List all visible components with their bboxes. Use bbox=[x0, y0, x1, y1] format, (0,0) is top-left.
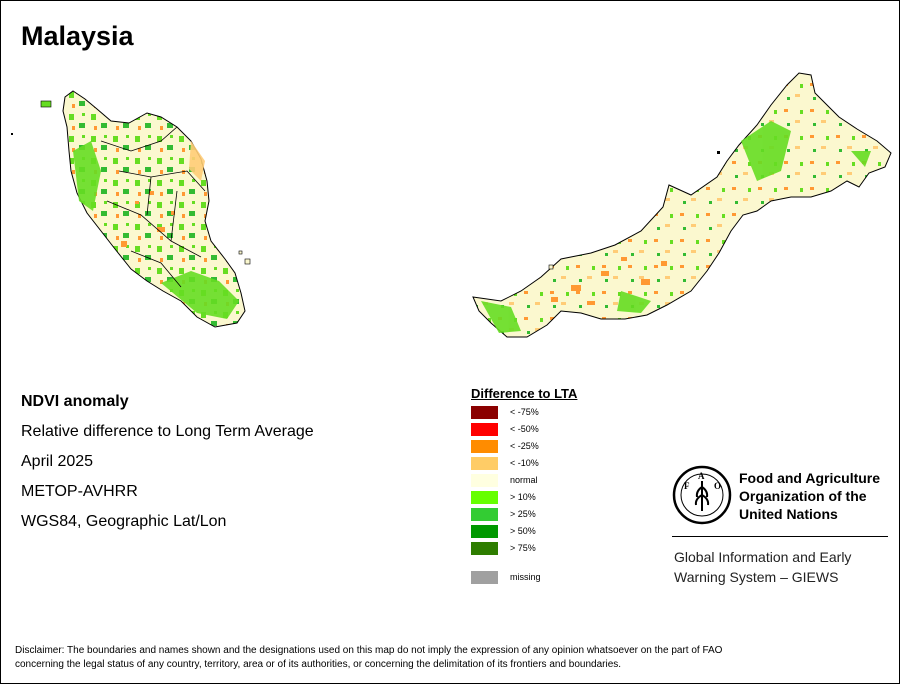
fao-name-line: Organization of the bbox=[739, 488, 867, 504]
legend-swatch bbox=[471, 571, 498, 584]
giews-line: Global Information and Early bbox=[674, 549, 852, 565]
legend-label: > 25% bbox=[510, 509, 536, 519]
legend-item: < -10% bbox=[471, 456, 577, 473]
legend-label: > 10% bbox=[510, 492, 536, 502]
legend-item-missing: missing bbox=[471, 570, 577, 587]
info-sensor: METOP-AVHRR bbox=[21, 483, 138, 500]
legend-label: normal bbox=[510, 475, 538, 485]
info-period: April 2025 bbox=[21, 453, 94, 470]
legend-item: < -25% bbox=[471, 439, 577, 456]
peninsular-malaysia bbox=[11, 90, 251, 328]
legend: Difference to LTA < -75% < -50% < -25% < -1… bbox=[471, 386, 577, 587]
disclaimer: Disclaimer: The boundaries and names sho… bbox=[15, 644, 885, 672]
legend-rows: < -75% < -50% < -25% < -10% normal > 10% > 25%… bbox=[471, 405, 577, 558]
legend-swatch bbox=[471, 406, 498, 419]
fao-logo-icon: F A O bbox=[672, 465, 732, 525]
disclaimer-line: Disclaimer: The boundaries and names sho… bbox=[15, 645, 723, 656]
legend-item: > 10% bbox=[471, 490, 577, 507]
fao-name: Food and Agriculture Organization of the… bbox=[739, 469, 899, 523]
legend-item: < -50% bbox=[471, 422, 577, 439]
legend-label: < -10% bbox=[510, 458, 539, 468]
map-title: Malaysia bbox=[21, 21, 134, 51]
legend-label: < -50% bbox=[510, 424, 539, 434]
legend-swatch bbox=[471, 525, 498, 538]
legend-label: < -25% bbox=[510, 441, 539, 451]
legend-swatch bbox=[471, 423, 498, 436]
legend-item: > 25% bbox=[471, 507, 577, 524]
legend-item: > 75% bbox=[471, 541, 577, 558]
info-product: NDVI anomaly bbox=[21, 393, 129, 410]
legend-item: > 50% bbox=[471, 524, 577, 541]
legend-label: > 50% bbox=[510, 526, 536, 536]
legend-swatch bbox=[471, 491, 498, 504]
legend-swatch bbox=[471, 457, 498, 470]
legend-label: < -75% bbox=[510, 407, 539, 417]
fao-name-line: United Nations bbox=[739, 506, 838, 522]
legend-title: Difference to LTA bbox=[471, 386, 578, 401]
legend-swatch bbox=[471, 474, 498, 487]
legend-swatch bbox=[471, 440, 498, 453]
svg-text:O: O bbox=[714, 481, 721, 491]
legend-item: normal bbox=[471, 473, 577, 490]
legend-swatch bbox=[471, 542, 498, 555]
svg-text:F: F bbox=[684, 481, 690, 491]
legend-label: missing bbox=[510, 572, 541, 582]
legend-swatch bbox=[471, 508, 498, 521]
fao-block: F A O Food and Agriculture Organization … bbox=[672, 465, 888, 585]
info-description: Relative difference to Long Term Average bbox=[21, 423, 314, 440]
legend-item: < -75% bbox=[471, 405, 577, 422]
giews-name: Global Information and Early Warning Sys… bbox=[674, 547, 894, 587]
divider bbox=[672, 536, 888, 537]
map-info: NDVI anomaly Relative difference to Long… bbox=[21, 391, 314, 541]
malaysian-borneo bbox=[472, 72, 892, 338]
disclaimer-line: concerning the legal status of any count… bbox=[15, 659, 622, 670]
svg-text:A: A bbox=[698, 471, 705, 481]
fao-name-line: Food and Agriculture bbox=[739, 470, 881, 486]
info-projection: WGS84, Geographic Lat/Lon bbox=[21, 513, 227, 530]
legend-label: > 75% bbox=[510, 543, 536, 553]
giews-line: Warning System – GIEWS bbox=[674, 569, 839, 585]
